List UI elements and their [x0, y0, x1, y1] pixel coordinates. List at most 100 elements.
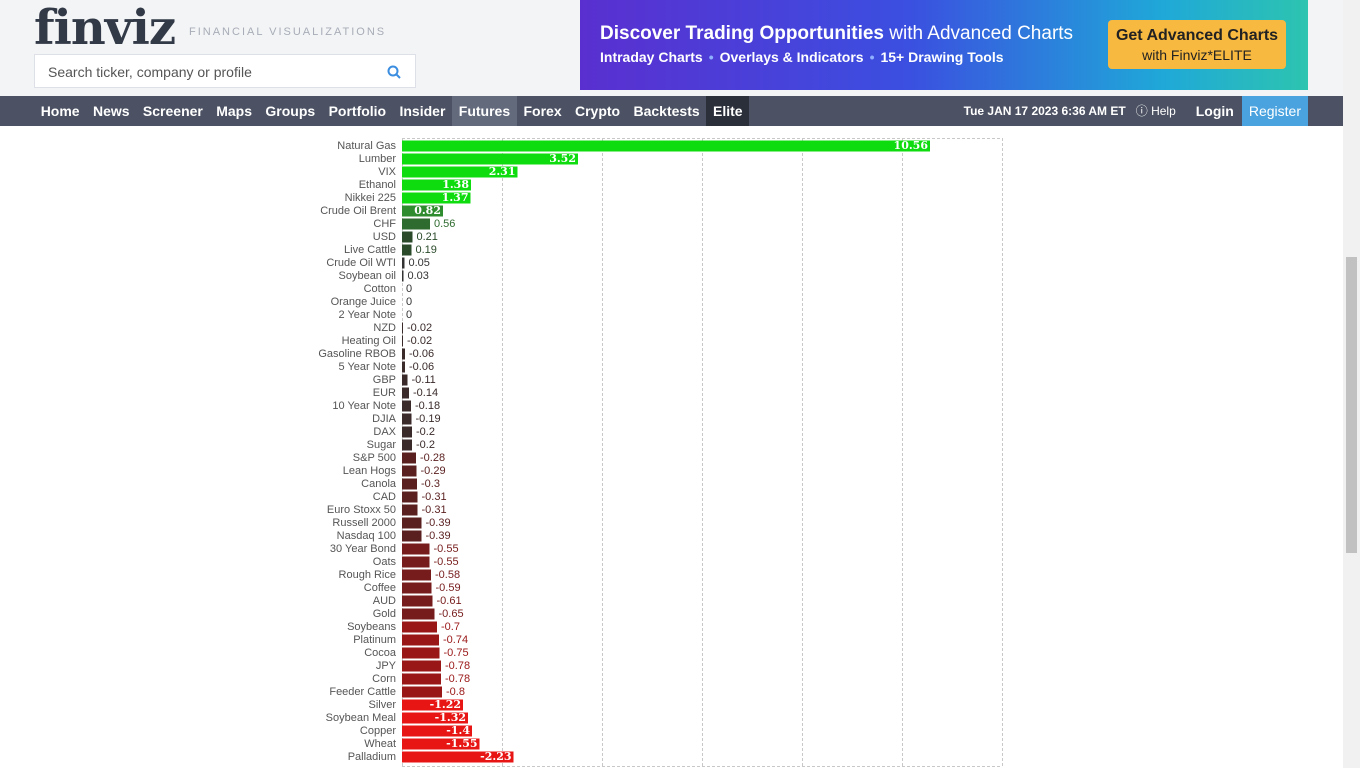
category-label: DAX — [373, 426, 396, 438]
bar — [402, 478, 417, 490]
bar — [402, 192, 471, 204]
category-label: 5 Year Note — [339, 361, 397, 373]
ad-headline-rest: with Advanced Charts — [889, 23, 1074, 44]
value-label: -0.75 — [444, 647, 469, 659]
nav-item[interactable]: Futures — [452, 96, 517, 126]
category-label: Gold — [373, 608, 396, 620]
bar — [402, 686, 442, 698]
value-label: -1.55 — [446, 737, 477, 750]
value-label: -0.7 — [441, 621, 460, 633]
value-label: -0.39 — [426, 530, 451, 542]
value-label: -1.4 — [446, 724, 470, 737]
category-label: Lumber — [359, 153, 397, 165]
bar — [402, 452, 416, 464]
nav-bar: Home News Screener Maps Groups Portfolio Insid… — [0, 96, 1343, 126]
scrollbar — [1343, 0, 1360, 768]
bar — [402, 673, 441, 685]
category-label: Cotton — [364, 283, 396, 295]
value-label: 0.56 — [434, 218, 455, 230]
help-text: Help — [1151, 104, 1176, 118]
nav-right: Tue JAN 17 2023 6:36 AM ET ⓘ Help Login … — [964, 96, 1308, 126]
category-label: 10 Year Note — [332, 400, 396, 412]
nav-item[interactable]: Portfolio — [328, 103, 387, 119]
chart: Natural Gas 10.56 Lumber 3.52 VIX 2.31 Ethanol… — [318, 138, 1003, 767]
bar — [402, 244, 412, 256]
category-label: Russell 2000 — [332, 517, 396, 529]
value-label: -0.59 — [436, 582, 461, 594]
nav-items: Home News Screener Maps Groups Portfolio Insid… — [34, 96, 750, 126]
value-label: 1.38 — [442, 178, 469, 191]
register-link[interactable]: Register — [1241, 96, 1308, 126]
category-label: Ethanol — [359, 179, 396, 191]
category-label: Crude Oil Brent — [320, 205, 396, 217]
value-label: -0.78 — [445, 673, 470, 685]
ad-button[interactable]: Get Advanced Charts with Finviz*ELITE — [1108, 20, 1286, 69]
value-label: -0.8 — [446, 686, 465, 698]
bar — [402, 660, 441, 672]
nav-item[interactable]: Screener — [142, 103, 203, 119]
value-label: -0.78 — [445, 660, 470, 672]
nav-item[interactable]: Maps — [216, 103, 253, 119]
category-label: Canola — [361, 478, 397, 490]
value-label: -0.31 — [422, 491, 447, 503]
value-label: 1.37 — [442, 191, 469, 204]
nav-item[interactable]: Forex — [523, 103, 562, 119]
value-label: 2.31 — [489, 165, 516, 178]
ad-headline-bold: Discover Trading Opportunities — [600, 23, 884, 44]
category-label: Feeder Cattle — [329, 686, 396, 698]
nav-item[interactable]: Home — [40, 103, 80, 119]
value-label: 0 — [406, 283, 412, 295]
logo[interactable]: finviz — [34, 0, 176, 56]
value-label: -2.23 — [480, 750, 511, 763]
bar — [402, 387, 409, 399]
category-label: Copper — [360, 725, 396, 737]
value-label: -0.02 — [407, 322, 432, 334]
separator: • — [708, 49, 714, 65]
category-label: USD — [373, 231, 396, 243]
help-link[interactable]: ⓘ Help — [1135, 104, 1176, 118]
category-label: Silver — [368, 699, 396, 711]
nav-item[interactable]: Backtests — [633, 103, 700, 119]
value-label: 0.82 — [414, 204, 441, 217]
category-label: Sugar — [367, 439, 397, 451]
bar — [402, 348, 405, 360]
ad-features: Intraday Charts • Overlays & Indicators • 15… — [600, 49, 1004, 65]
value-label: -0.02 — [407, 335, 432, 347]
bar — [402, 140, 930, 152]
nav-item[interactable]: News — [92, 103, 130, 119]
search-icon[interactable] — [387, 65, 401, 79]
login-link[interactable]: Login — [1195, 103, 1234, 119]
category-label: GBP — [373, 374, 396, 386]
bar — [402, 465, 417, 477]
ad-banner[interactable]: Discover Trading Opportunities with Adva… — [580, 0, 1308, 90]
value-label: 0 — [406, 309, 412, 321]
category-label: Coffee — [364, 582, 396, 594]
nav-item[interactable]: Elite — [706, 96, 750, 126]
search-box[interactable]: Search ticker, company or profile — [34, 54, 416, 88]
nav-item[interactable]: Groups — [265, 103, 316, 119]
value-label: -0.14 — [413, 387, 438, 399]
category-label: 2 Year Note — [339, 309, 397, 321]
value-label: -0.28 — [420, 452, 445, 464]
scrollbar-thumb[interactable] — [1346, 257, 1357, 553]
bar — [402, 738, 480, 750]
bar — [402, 582, 432, 594]
category-label: 30 Year Bond — [330, 543, 396, 555]
ad-feature: Overlays & Indicators — [719, 49, 864, 65]
category-label: Nikkei 225 — [345, 192, 396, 204]
nav-item[interactable]: Insider — [399, 103, 446, 119]
value-label: -0.19 — [416, 413, 441, 425]
value-label: -0.65 — [439, 608, 464, 620]
value-label: 10.56 — [894, 139, 929, 152]
datetime: Tue JAN 17 2023 6:36 AM ET — [963, 104, 1126, 118]
category-label: CAD — [373, 491, 396, 503]
category-label: Platinum — [353, 634, 396, 646]
category-label: Crude Oil WTI — [326, 257, 396, 269]
ad-button-title: Get Advanced Charts — [1115, 27, 1279, 44]
bar — [402, 634, 439, 646]
value-label: -0.39 — [426, 517, 451, 529]
category-label: Soybean Meal — [326, 712, 396, 724]
bar — [402, 556, 430, 568]
nav-item[interactable]: Crypto — [574, 103, 621, 119]
value-label: -0.3 — [421, 478, 440, 490]
